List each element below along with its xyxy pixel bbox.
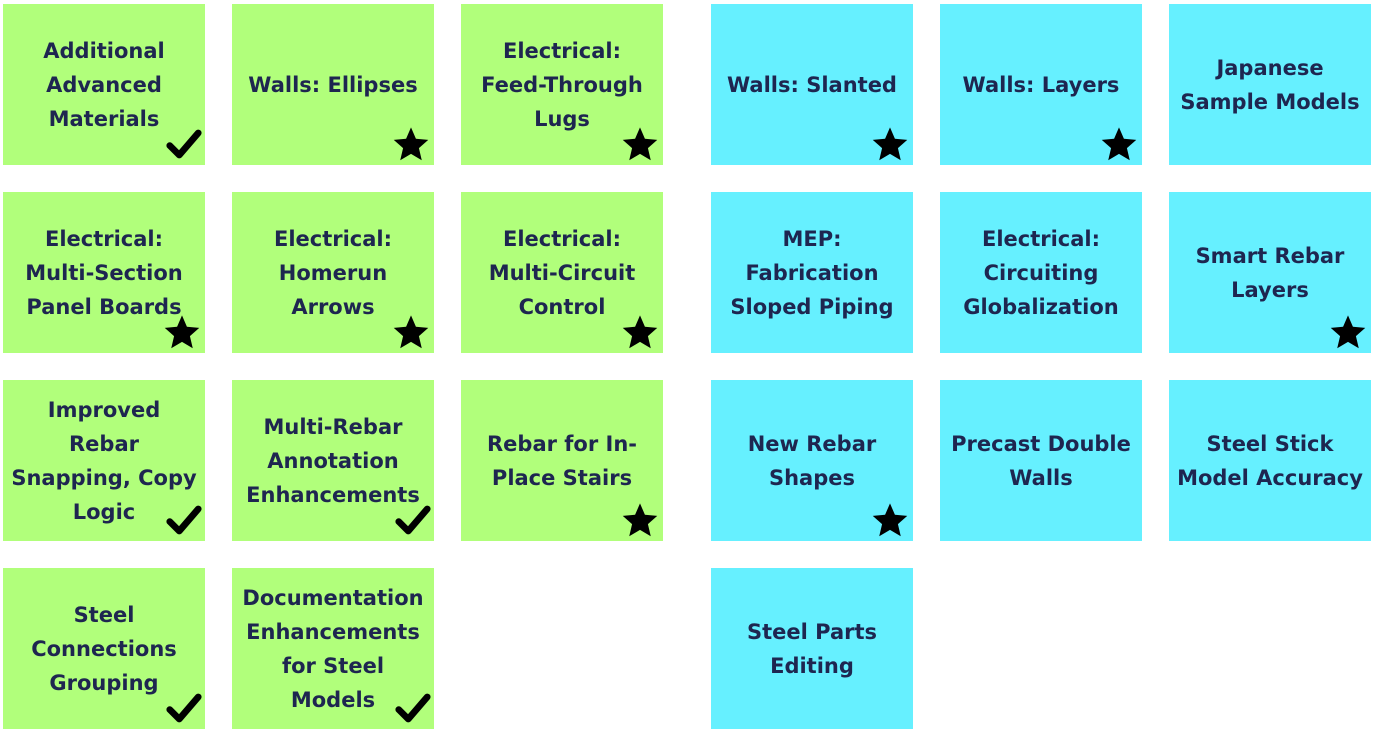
star-icon (871, 125, 909, 163)
feature-tile-label: Electrical: Feed-Through Lugs (481, 38, 643, 131)
feature-tile[interactable]: Smart Rebar Layers (1169, 192, 1371, 353)
feature-tile[interactable]: Multi-Rebar Annotation Enhancements (232, 380, 434, 541)
check-icon (392, 501, 431, 539)
feature-tile[interactable]: Electrical: Homerun Arrows (232, 192, 434, 353)
feature-tile[interactable]: Electrical: Circuiting Globalization (940, 192, 1142, 353)
feature-tile[interactable]: Electrical: Feed-Through Lugs (461, 4, 663, 165)
feature-tile[interactable]: Walls: Layers (940, 4, 1142, 165)
feature-tile[interactable]: Walls: Ellipses (232, 4, 434, 165)
feature-tile-label: Precast Double Walls (951, 431, 1131, 490)
star-icon (621, 501, 659, 539)
feature-tile-label: Walls: Ellipses (248, 72, 418, 97)
star-icon (1100, 125, 1138, 163)
feature-tile[interactable]: Additional Advanced Materials (3, 4, 205, 165)
check-icon (163, 689, 202, 727)
feature-tile-label: Japanese Sample Models (1180, 55, 1360, 114)
feature-tile-label: Steel Connections Grouping (31, 602, 177, 695)
feature-tile-label: MEP: Fabrication Sloped Piping (730, 226, 894, 319)
star-icon (621, 125, 659, 163)
feature-tile-label: New Rebar Shapes (747, 431, 877, 490)
feature-tile[interactable]: Steel Parts Editing (711, 568, 913, 729)
star-icon (163, 313, 201, 351)
check-icon (163, 501, 202, 539)
check-icon (392, 689, 431, 727)
feature-tile[interactable]: Steel Stick Model Accuracy (1169, 380, 1371, 541)
feature-tile[interactable]: Steel Connections Grouping (3, 568, 205, 729)
feature-tile-label: Steel Stick Model Accuracy (1177, 431, 1363, 490)
feature-tile-label: Steel Parts Editing (746, 619, 878, 678)
feature-tile-label: Walls: Slanted (727, 72, 897, 97)
feature-tile[interactable]: MEP: Fabrication Sloped Piping (711, 192, 913, 353)
feature-tile[interactable]: Improved Rebar Snapping, Copy Logic (3, 380, 205, 541)
feature-tile[interactable]: Japanese Sample Models (1169, 4, 1371, 165)
feature-tile-label: Electrical: Circuiting Globalization (963, 226, 1119, 319)
feature-tile-label: Documentation Enhancements for Steel Mod… (242, 585, 424, 712)
feature-tile-label: Improved Rebar Snapping, Copy Logic (11, 397, 197, 524)
feature-tile[interactable]: Rebar for In-Place Stairs (461, 380, 663, 541)
feature-tile[interactable]: Walls: Slanted (711, 4, 913, 165)
feature-tile-label: Additional Advanced Materials (43, 38, 165, 131)
feature-tile-label: Walls: Layers (962, 72, 1120, 97)
feature-tile-label: Rebar for In-Place Stairs (487, 431, 637, 490)
star-icon (392, 313, 430, 351)
feature-tile-label: Smart Rebar Layers (1195, 243, 1345, 302)
feature-tile-label: Electrical: Multi-Circuit Control (488, 226, 636, 319)
feature-tile-label: Electrical: Multi-Section Panel Boards (25, 226, 183, 319)
star-icon (1329, 313, 1367, 351)
feature-tile[interactable]: Electrical: Multi-Circuit Control (461, 192, 663, 353)
feature-tile[interactable]: Precast Double Walls (940, 380, 1142, 541)
feature-tile-label: Multi-Rebar Annotation Enhancements (246, 414, 420, 507)
check-icon (163, 125, 202, 163)
star-icon (392, 125, 430, 163)
star-icon (621, 313, 659, 351)
star-icon (871, 501, 909, 539)
feature-tile-label: Electrical: Homerun Arrows (273, 226, 393, 319)
feature-tile[interactable]: New Rebar Shapes (711, 380, 913, 541)
feature-tile[interactable]: Electrical: Multi-Section Panel Boards (3, 192, 205, 353)
feature-tile[interactable]: Documentation Enhancements for Steel Mod… (232, 568, 434, 729)
